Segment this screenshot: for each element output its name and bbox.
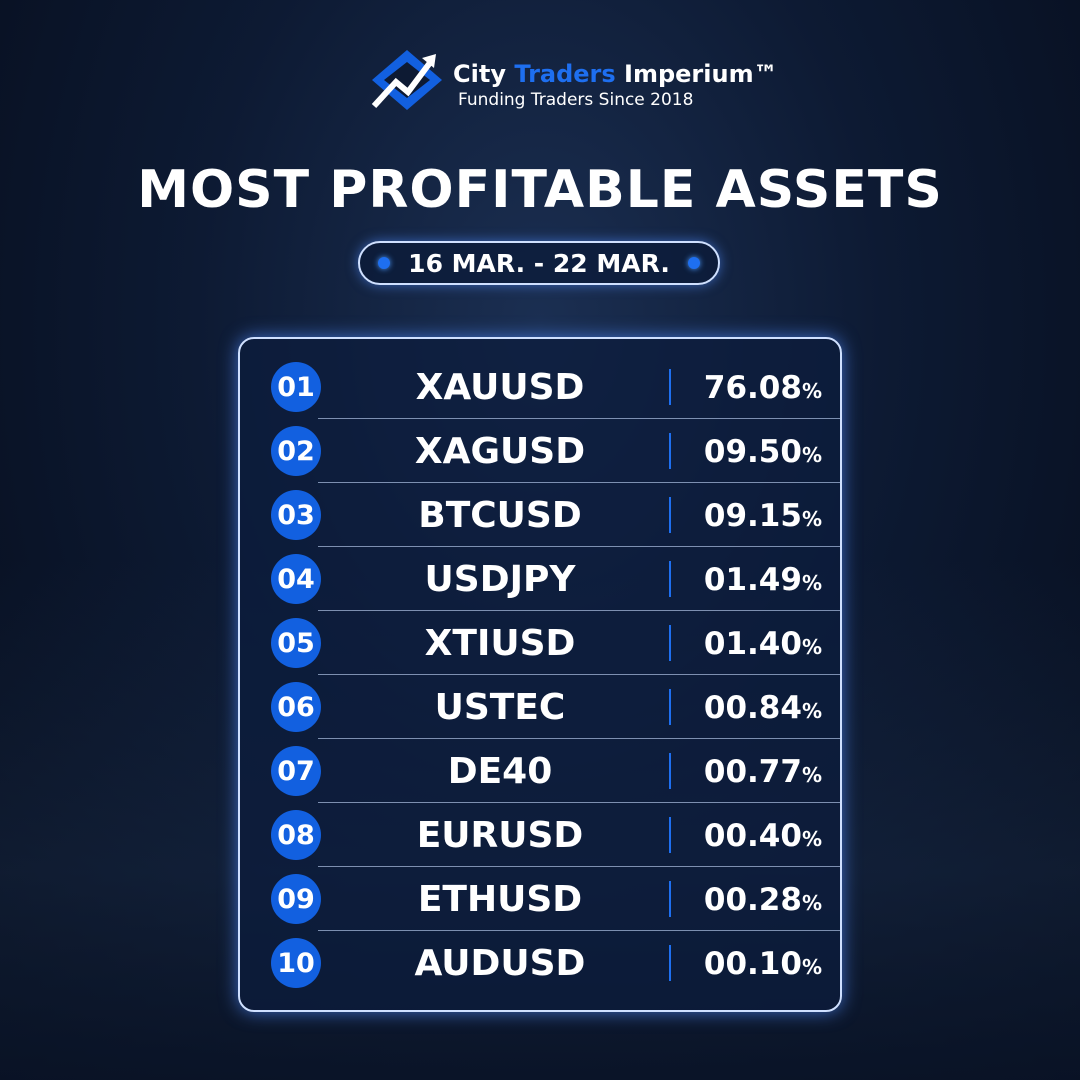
percent-value: 09.15% [704, 498, 822, 534]
percent-value: 09.50% [704, 434, 822, 470]
divider [669, 753, 671, 789]
asset-name: XTIUSD [424, 623, 576, 664]
row-separator [318, 482, 840, 483]
date-badge: 16 MAR. - 22 MAR. [358, 241, 720, 285]
value-unit: % [801, 635, 822, 659]
percent-value: 01.40% [704, 626, 822, 662]
row-separator [318, 930, 840, 931]
table-row: 02 XAGUSD 09.50% [240, 419, 840, 483]
value-number: 00.10 [703, 946, 802, 982]
asset-name: USDJPY [424, 559, 576, 600]
divider [669, 945, 671, 981]
divider [669, 369, 671, 405]
row-separator [318, 802, 840, 803]
table-row: 07 DE40 00.77% [240, 739, 840, 803]
percent-value: 01.49% [704, 562, 822, 598]
value-unit: % [801, 443, 822, 467]
table-row: 09 ETHUSD 00.28% [240, 867, 840, 931]
table-row: 06 USTEC 00.84% [240, 675, 840, 739]
divider [669, 497, 671, 533]
value-unit: % [801, 955, 822, 979]
percent-value: 00.10% [704, 946, 822, 982]
rank-badge: 05 [271, 618, 321, 668]
row-separator [318, 546, 840, 547]
brand-suffix: Imperium™ [624, 60, 778, 88]
table-row: 10 AUDUSD 00.10% [240, 931, 840, 995]
row-separator [318, 610, 840, 611]
brand-prefix: City [453, 60, 506, 88]
value-number: 76.08 [703, 370, 802, 406]
asset-name: XAUUSD [415, 367, 585, 408]
value-unit: % [801, 891, 822, 915]
value-unit: % [801, 827, 822, 851]
divider [669, 817, 671, 853]
brand-highlight: Traders [514, 60, 616, 88]
rank-badge: 10 [271, 938, 321, 988]
divider [669, 881, 671, 917]
value-number: 09.15 [703, 498, 802, 534]
divider [669, 433, 671, 469]
rank-badge: 02 [271, 426, 321, 476]
tagline: Funding Traders Since 2018 [458, 90, 694, 110]
asset-name: USTEC [434, 687, 566, 728]
percent-value: 00.40% [704, 818, 822, 854]
asset-name: EURUSD [416, 815, 584, 856]
divider [669, 689, 671, 725]
value-unit: % [801, 763, 822, 787]
value-number: 09.50 [703, 434, 802, 470]
rank-badge: 09 [271, 874, 321, 924]
divider [669, 561, 671, 597]
value-unit: % [801, 571, 822, 595]
percent-value: 00.28% [704, 882, 822, 918]
value-unit: % [801, 507, 822, 531]
logo-icon [371, 50, 442, 110]
title: MOST PROFITABLE ASSETS [137, 160, 943, 220]
percent-value: 00.84% [704, 690, 822, 726]
value-number: 00.40 [703, 818, 802, 854]
asset-name: BTCUSD [418, 495, 582, 536]
value-number: 00.84 [703, 690, 802, 726]
rank-badge: 07 [271, 746, 321, 796]
rank-badge: 04 [271, 554, 321, 604]
rank-badge: 01 [271, 362, 321, 412]
value-unit: % [801, 699, 822, 723]
percent-value: 76.08% [704, 370, 822, 406]
dot [378, 257, 390, 269]
logo: City Traders Imperium™ Funding Traders S… [370, 48, 778, 118]
asset-name: ETHUSD [417, 879, 583, 920]
value-number: 01.49 [703, 562, 802, 598]
value-number: 00.77 [703, 754, 802, 790]
table-row: 08 EURUSD 00.40% [240, 803, 840, 867]
asset-name: AUDUSD [414, 943, 586, 984]
table-row: 01 XAUUSD 76.08% [240, 355, 840, 419]
row-separator [318, 674, 840, 675]
table-row: 05 XTIUSD 01.40% [240, 611, 840, 675]
value-number: 00.28 [703, 882, 802, 918]
asset-name: XAGUSD [414, 431, 586, 472]
row-separator [318, 418, 840, 419]
row-separator [318, 738, 840, 739]
asset-name: DE40 [447, 751, 553, 792]
value-number: 01.40 [703, 626, 802, 662]
value-unit: % [801, 379, 822, 403]
divider [669, 625, 671, 661]
brand-name: City Traders Imperium™ [453, 60, 778, 88]
rank-badge: 03 [271, 490, 321, 540]
rank-badge: 06 [271, 682, 321, 732]
table: 01 XAUUSD 76.08% 02 XAGUSD 09.50% 03 BTCUSD 09.1… [238, 337, 842, 1012]
dot [688, 257, 700, 269]
row-separator [318, 866, 840, 867]
table-row: 04 USDJPY 01.49% [240, 547, 840, 611]
table-row: 03 BTCUSD 09.15% [240, 483, 840, 547]
percent-value: 00.77% [704, 754, 822, 790]
date-range: 16 MAR. - 22 MAR. [408, 248, 670, 278]
rank-badge: 08 [271, 810, 321, 860]
